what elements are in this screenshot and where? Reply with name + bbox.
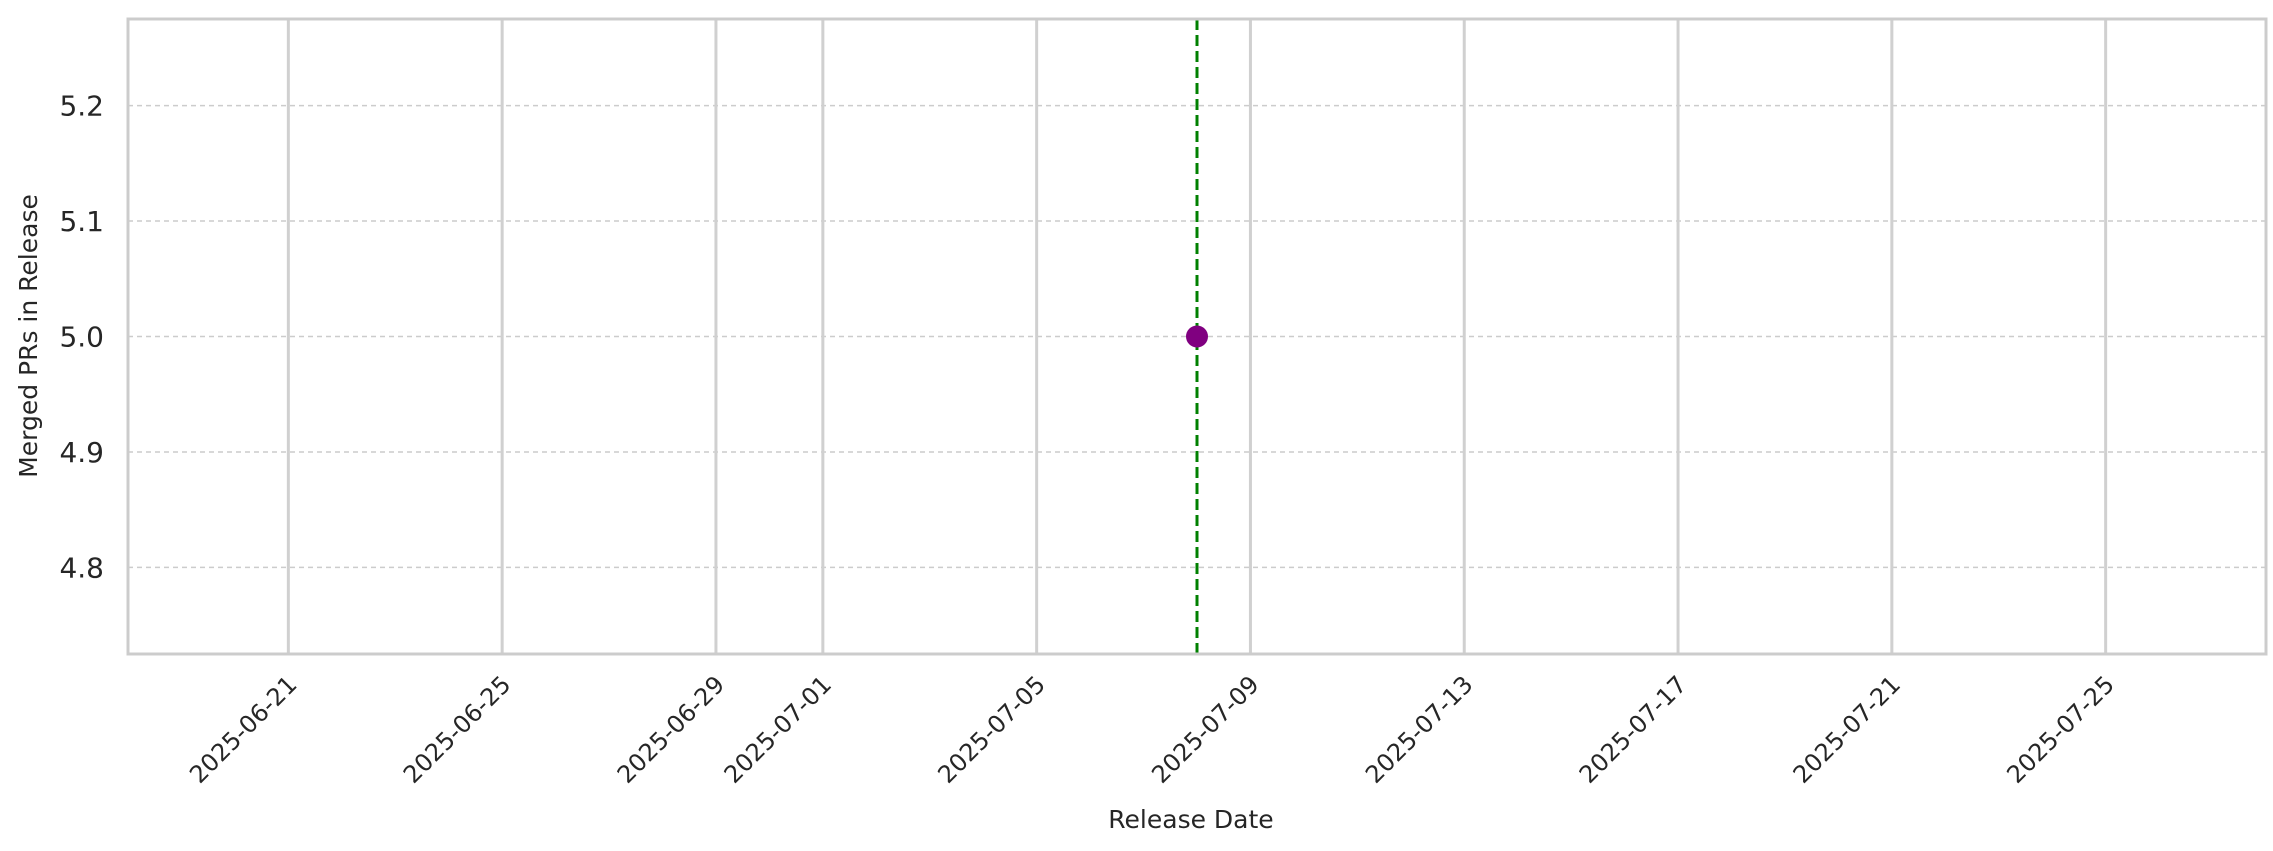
data-point-layer <box>1186 325 1208 348</box>
x-tick-label: 2025-06-25 <box>398 670 516 788</box>
x-tick-label: 2025-07-01 <box>719 670 837 788</box>
y-tick-label: 5.2 <box>59 90 104 123</box>
x-tick-label: 2025-07-21 <box>1788 670 1906 788</box>
x-tick-label: 2025-07-25 <box>2001 670 2119 788</box>
y-tick-label: 5.0 <box>59 321 104 354</box>
y-tick-label: 4.8 <box>59 551 104 584</box>
plot-frame <box>126 17 2268 656</box>
x-tick-labels: 2025-06-21 2025-06-25 2025-06-292025-07-01… <box>184 670 2120 788</box>
x-tick-label: 2025-07-09 <box>1146 670 1264 788</box>
y-tick-labels: 4.8 4.9 5.0 5.1 5.2 <box>59 90 104 585</box>
x-tick-label: 2025-07-17 <box>1574 670 1692 788</box>
x-tick-label: 2025-07-13 <box>1360 670 1478 788</box>
x-tick-label: 2025-06-21 <box>184 670 302 788</box>
data-point <box>1186 325 1208 348</box>
x-tick-label: 2025-07-05 <box>932 670 1050 788</box>
y-tick-label: 5.1 <box>59 205 104 238</box>
y-tick-label: 4.9 <box>59 436 104 469</box>
x-axis-label: Release Date <box>1108 805 1273 834</box>
y-axis-label: Merged PRs in Release <box>14 194 43 478</box>
grid-layer <box>128 19 2266 654</box>
x-tick-label: 2025-06-29 <box>612 670 730 788</box>
